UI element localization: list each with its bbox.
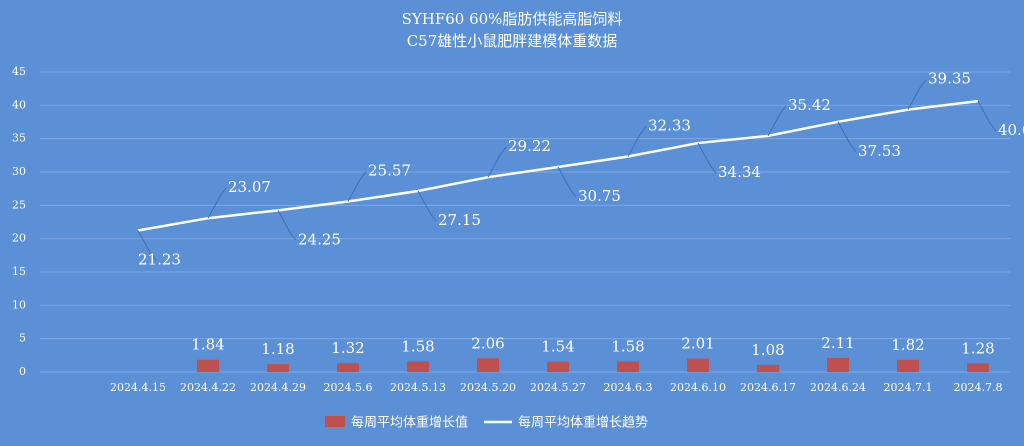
- data-label: 29.22: [508, 137, 551, 155]
- leader-line: [837, 121, 857, 153]
- data-label: 2.06: [471, 334, 504, 352]
- data-label: 23.07: [228, 178, 271, 196]
- x-tick-label: 2024.6.17: [740, 381, 796, 394]
- y-tick-label: 15: [12, 265, 26, 278]
- bar: [757, 364, 779, 372]
- bar: [337, 363, 359, 372]
- data-label: 27.15: [438, 211, 481, 229]
- data-label: 37.53: [858, 142, 901, 160]
- leader-line: [907, 79, 927, 110]
- x-tick-label: 2024.5.6: [324, 381, 373, 394]
- bar: [897, 359, 919, 372]
- data-label: 1.32: [331, 339, 364, 357]
- leader-line: [557, 166, 577, 198]
- chart-title: SYHF60 60%脂肪供能高脂饲料: [402, 10, 623, 28]
- data-label: 40.63: [998, 121, 1024, 139]
- x-tick-label: 2024.5.20: [460, 381, 516, 394]
- bar: [687, 358, 709, 372]
- data-label: 35.42: [788, 96, 831, 114]
- y-tick-label: 30: [12, 165, 26, 178]
- y-tick-label: 40: [12, 98, 26, 111]
- data-label: 21.23: [138, 250, 181, 268]
- data-label: 1.82: [891, 336, 924, 354]
- x-tick-label: 2024.5.13: [390, 381, 446, 394]
- x-tick-label: 2024.4.29: [250, 381, 306, 394]
- leader-line: [977, 100, 997, 132]
- data-label: 2.11: [821, 334, 854, 352]
- data-label: 30.75: [578, 187, 621, 205]
- x-tick-label: 2024.6.3: [604, 381, 653, 394]
- bar: [407, 361, 429, 372]
- leader-line: [207, 187, 227, 219]
- bar: [477, 358, 499, 372]
- legend-label: 每周平均体重增长值: [351, 415, 468, 431]
- legend-swatch: [325, 416, 345, 427]
- x-tick-label: 2024.4.22: [180, 381, 236, 394]
- x-tick-label: 2024.4.15: [110, 381, 166, 394]
- data-label: 1.18: [261, 340, 294, 358]
- x-tick-label: 2024.7.1: [884, 381, 933, 394]
- x-tick-label: 2024.5.27: [530, 381, 586, 394]
- data-label: 1.58: [611, 337, 644, 355]
- y-tick-label: 25: [12, 198, 26, 211]
- bar: [967, 363, 989, 372]
- bar: [547, 361, 569, 372]
- data-label: 2.01: [681, 335, 714, 353]
- legend-label: 每周平均体重增长趋势: [518, 415, 648, 431]
- data-label: 1.58: [401, 337, 434, 355]
- data-label: 24.25: [298, 230, 341, 248]
- data-label: 1.08: [751, 341, 784, 359]
- leader-line: [767, 105, 787, 137]
- leader-line: [417, 190, 437, 222]
- chart-title: C57雄性小鼠肥胖建模体重数据: [407, 32, 618, 50]
- leader-line: [137, 230, 157, 261]
- x-tick-label: 2024.7.8: [954, 381, 1003, 394]
- y-tick-label: 0: [19, 365, 26, 378]
- bar: [827, 357, 849, 372]
- leader-line: [277, 210, 297, 241]
- data-label: 32.33: [648, 116, 691, 134]
- leader-line: [697, 142, 717, 174]
- y-tick-label: 45: [12, 65, 26, 78]
- x-tick-label: 2024.6.24: [810, 381, 866, 394]
- y-tick-label: 5: [19, 332, 26, 345]
- data-label: 25.57: [368, 162, 411, 180]
- x-tick-label: 2024.6.10: [670, 381, 726, 394]
- bar: [197, 359, 219, 372]
- leader-line: [627, 126, 647, 157]
- leader-line: [487, 146, 507, 178]
- data-label: 39.35: [928, 70, 971, 88]
- bar: [617, 361, 639, 372]
- data-label: 1.28: [961, 339, 994, 357]
- data-label: 34.34: [718, 163, 761, 181]
- data-label: 1.84: [191, 336, 224, 354]
- y-tick-label: 20: [12, 232, 26, 245]
- leader-line: [347, 171, 367, 202]
- y-tick-label: 35: [12, 132, 26, 145]
- bar: [267, 364, 289, 372]
- data-label: 1.54: [541, 338, 574, 356]
- y-tick-label: 10: [12, 298, 26, 311]
